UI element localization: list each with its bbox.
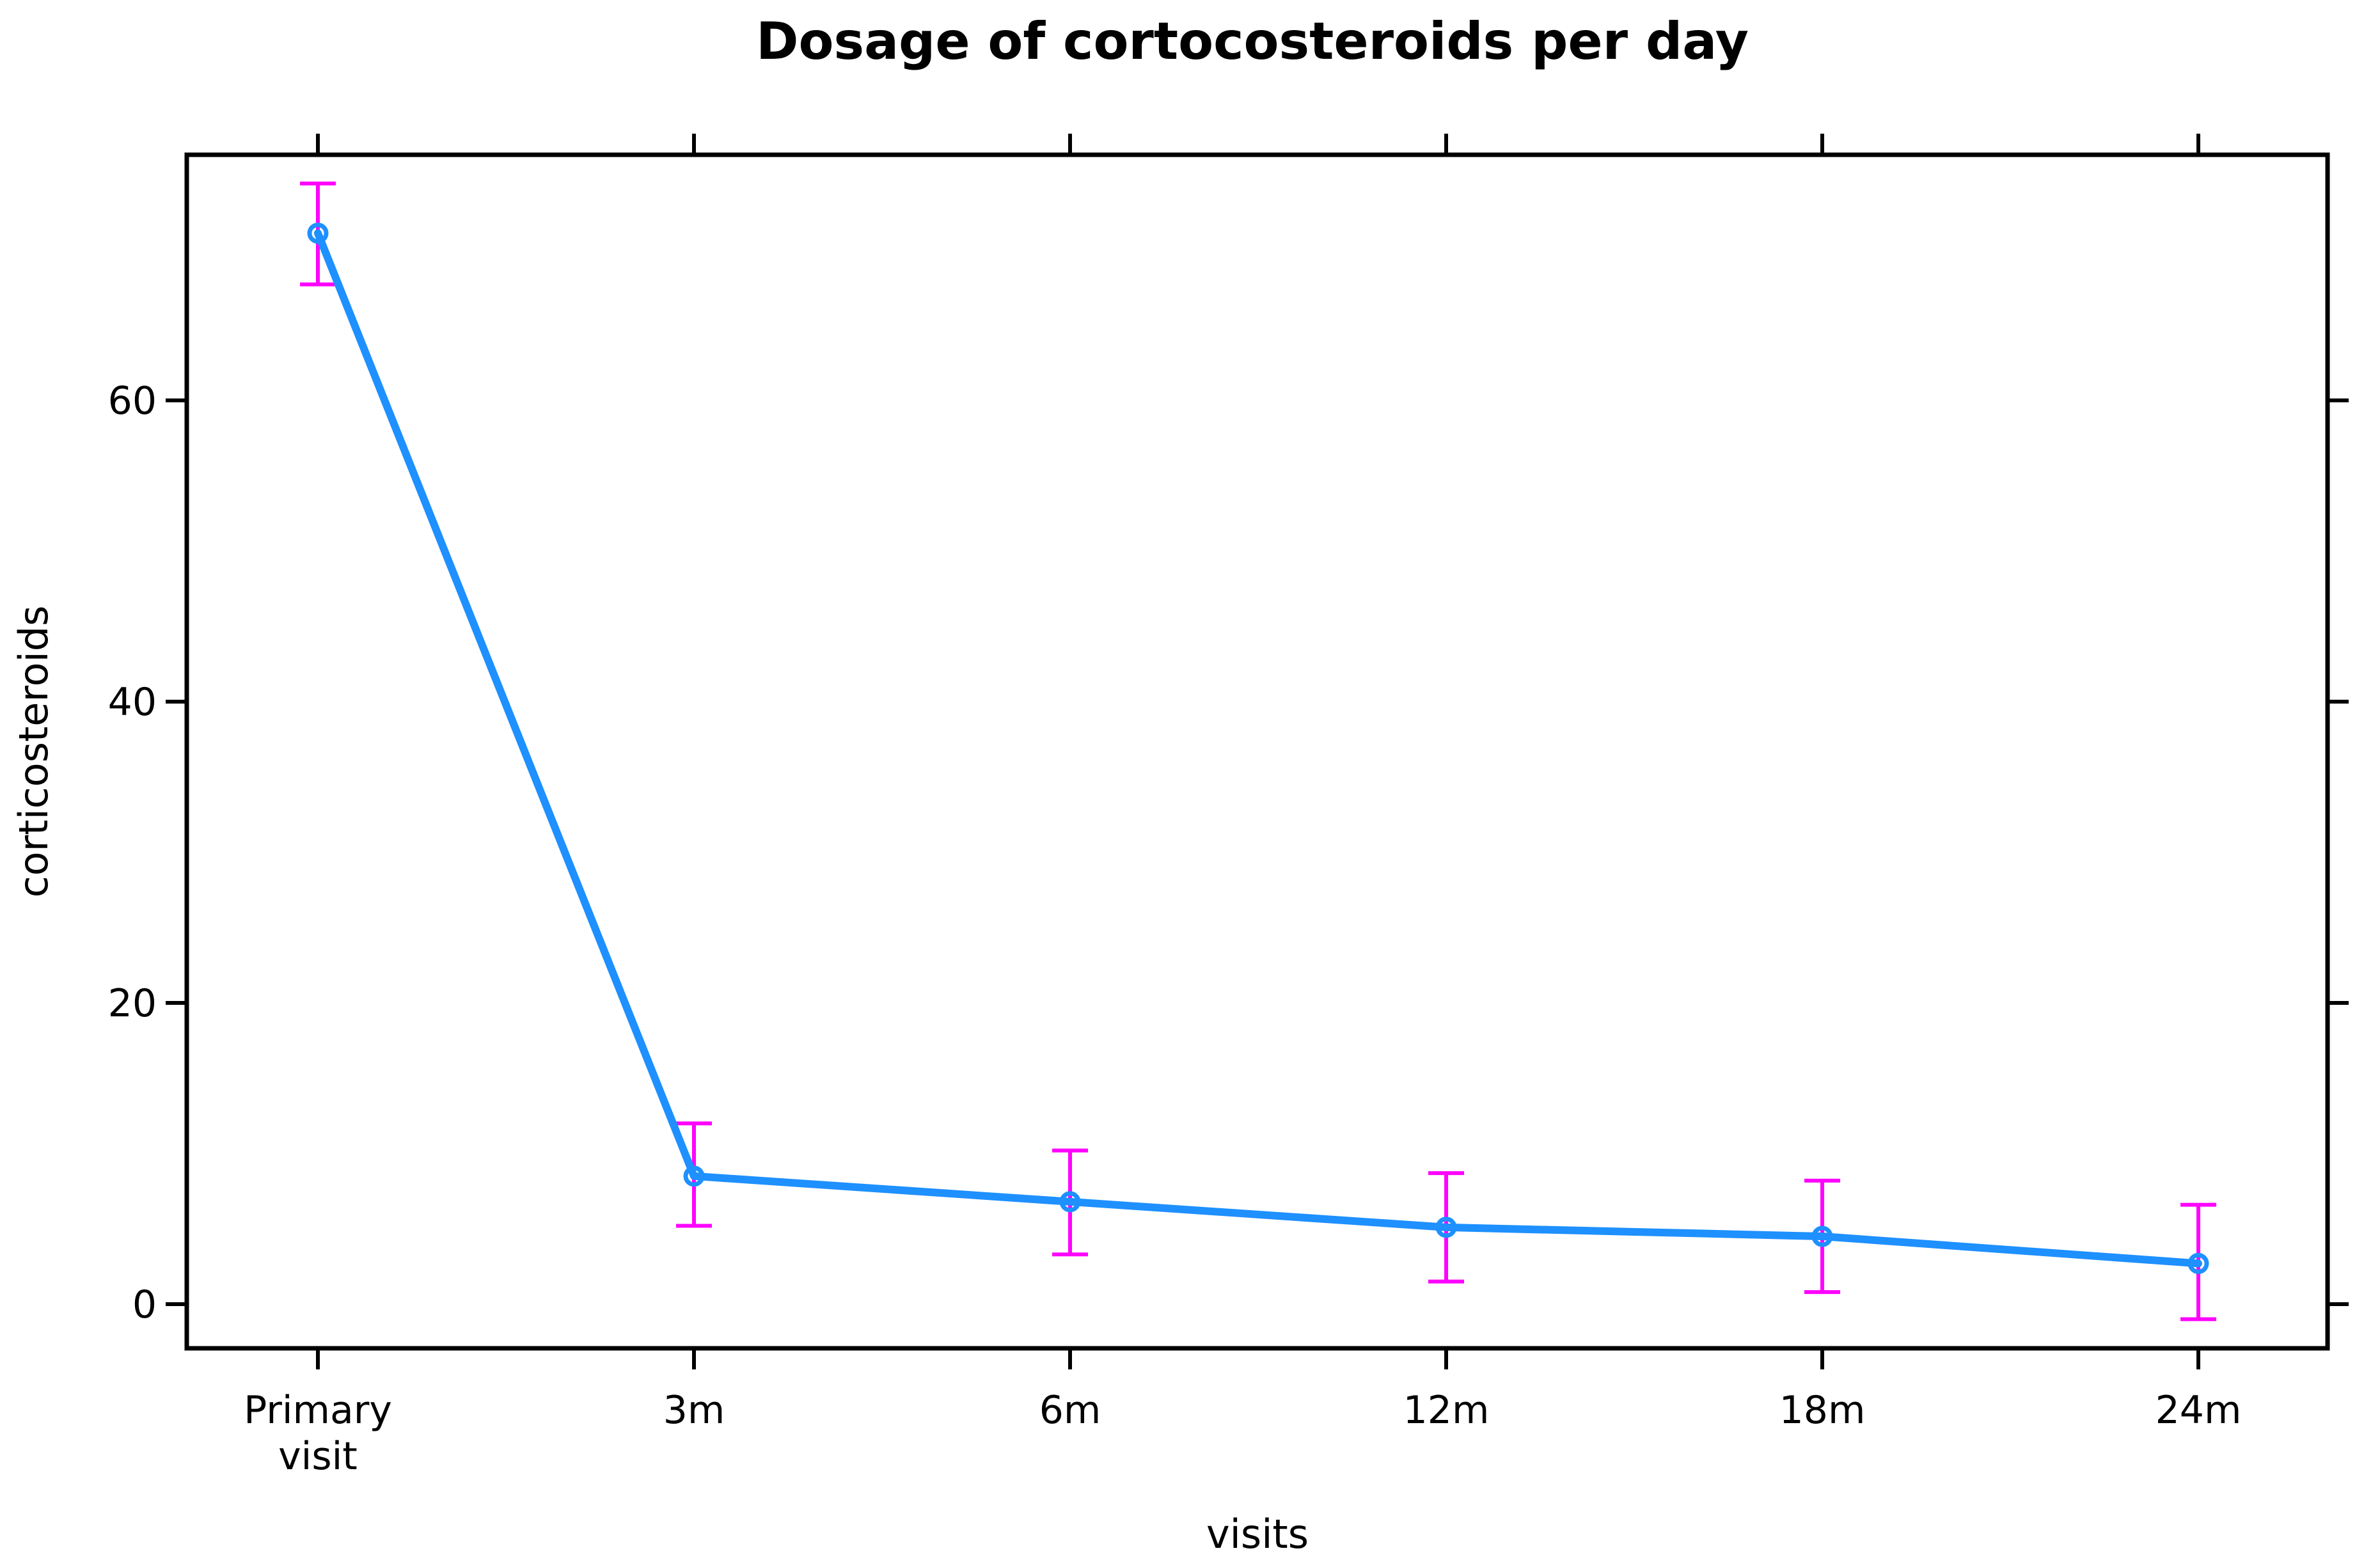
data-point-marker [1435,1217,1457,1238]
data-point-marker [1059,1191,1081,1213]
error-bars [300,181,2216,1321]
x-tick-label: 18m [1779,1388,1866,1433]
x-tick-label: 6m [1039,1388,1101,1433]
y-tick-label: 20 [108,981,157,1026]
y-tick-label: 0 [132,1282,157,1327]
y-axis-title: corticosteroids [10,606,57,898]
y-tick-label: 40 [108,680,157,725]
x-tick-label: 3m [663,1388,725,1433]
x-tick-label: visit [278,1434,358,1479]
data-point-marker [1811,1225,1833,1247]
data-line [314,229,2202,1268]
chart-title: Dosage of cortocosteroids per day [756,12,1749,71]
x-tick-label: 12m [1403,1388,1490,1433]
x-tick-label: Primary [244,1388,392,1433]
data-points [307,223,2209,1274]
x-axis-title: visits [1206,1511,1309,1557]
y-tick-label: 60 [108,379,157,423]
data-point-marker [307,223,329,244]
data-point-marker [2187,1252,2209,1274]
x-tick-label: 24m [2155,1388,2242,1433]
plot-border [184,152,2330,1351]
data-point-marker [683,1165,705,1187]
